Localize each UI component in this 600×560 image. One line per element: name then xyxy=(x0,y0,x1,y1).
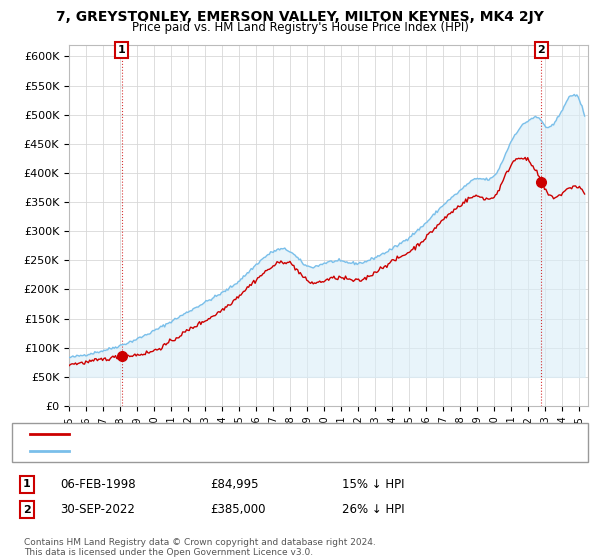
Text: Price paid vs. HM Land Registry's House Price Index (HPI): Price paid vs. HM Land Registry's House … xyxy=(131,21,469,34)
Text: 2: 2 xyxy=(538,45,545,55)
Text: 06-FEB-1998: 06-FEB-1998 xyxy=(60,478,136,491)
Text: Contains HM Land Registry data © Crown copyright and database right 2024.
This d: Contains HM Land Registry data © Crown c… xyxy=(24,538,376,557)
Text: 15% ↓ HPI: 15% ↓ HPI xyxy=(342,478,404,491)
Text: 2: 2 xyxy=(23,505,31,515)
Text: 26% ↓ HPI: 26% ↓ HPI xyxy=(342,503,404,516)
Text: 7, GREYSTONLEY, EMERSON VALLEY, MILTON KEYNES, MK4 2JY (detached house): 7, GREYSTONLEY, EMERSON VALLEY, MILTON K… xyxy=(75,429,494,439)
Text: 1: 1 xyxy=(23,479,31,489)
Text: £385,000: £385,000 xyxy=(210,503,265,516)
Text: 1: 1 xyxy=(118,45,125,55)
Text: 30-SEP-2022: 30-SEP-2022 xyxy=(60,503,135,516)
Text: 7, GREYSTONLEY, EMERSON VALLEY, MILTON KEYNES, MK4 2JY: 7, GREYSTONLEY, EMERSON VALLEY, MILTON K… xyxy=(56,10,544,24)
Text: HPI: Average price, detached house, Milton Keynes: HPI: Average price, detached house, Milt… xyxy=(75,446,340,456)
Text: £84,995: £84,995 xyxy=(210,478,259,491)
